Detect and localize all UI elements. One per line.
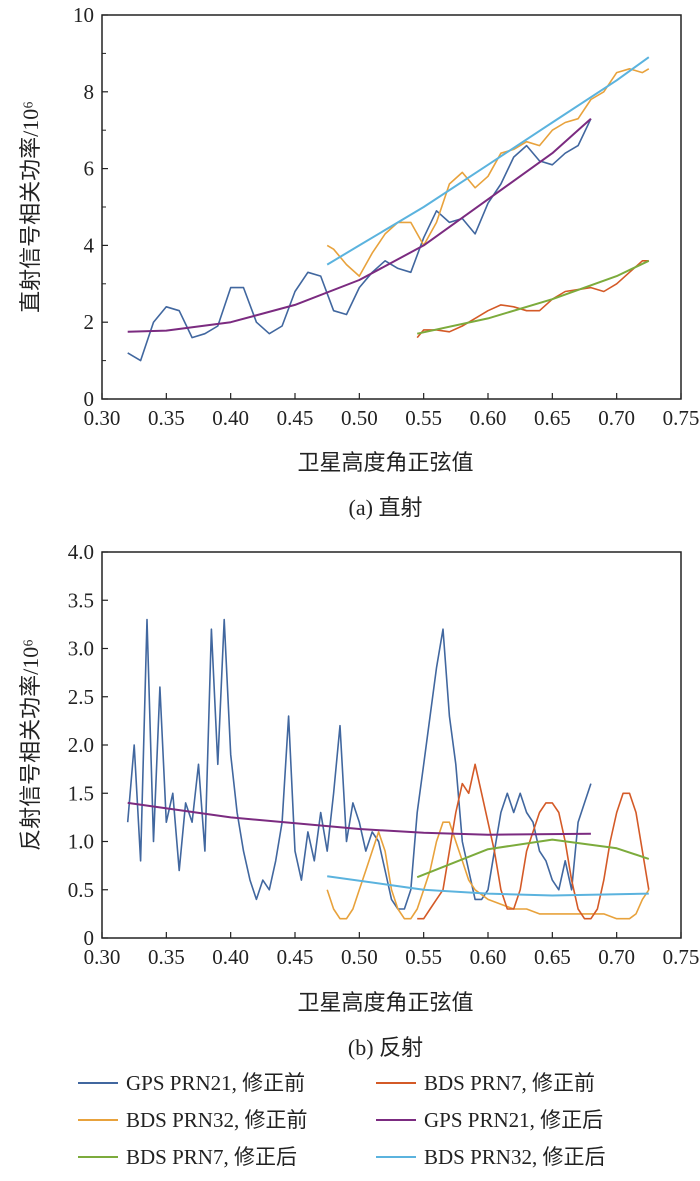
x-tick-label: 0.45 <box>277 945 314 969</box>
y-tick-label: 0.5 <box>68 878 94 902</box>
x-tick-label: 0.35 <box>148 945 185 969</box>
legend-label: BDS PRN7, 修正后 <box>126 1145 297 1169</box>
y-tick-label: 0 <box>84 926 95 950</box>
y-tick-label: 1.0 <box>68 830 94 854</box>
y-axis-label: 直射信号相关功率/10⁶ <box>18 101 43 313</box>
x-tick-label: 0.75 <box>663 945 700 969</box>
y-tick-label: 6 <box>84 157 95 181</box>
panel-caption: (b) 反射 <box>348 1035 423 1060</box>
series-line-bds7-raw <box>416 259 649 339</box>
y-tick-label: 2.5 <box>68 685 94 709</box>
legend-label: BDS PRN7, 修正前 <box>424 1071 595 1095</box>
x-tick-label: 0.60 <box>470 406 507 430</box>
y-tick-label: 2 <box>84 310 95 334</box>
y-tick-label: 8 <box>84 80 95 104</box>
x-tick-label: 0.40 <box>212 406 249 430</box>
x-tick-label: 0.40 <box>212 945 249 969</box>
x-tick-label: 0.45 <box>277 406 314 430</box>
x-tick-label: 0.50 <box>341 945 378 969</box>
x-tick-label: 0.30 <box>84 945 121 969</box>
series-line-gps21-fit <box>127 801 591 836</box>
legend-label: BDS PRN32, 修正前 <box>126 1108 307 1132</box>
x-tick-label: 0.65 <box>534 406 571 430</box>
x-tick-label: 0.65 <box>534 945 571 969</box>
y-tick-label: 3.0 <box>68 637 94 661</box>
plot-frame <box>101 551 682 939</box>
y-tick-label: 1.5 <box>68 781 94 805</box>
y-tick-label: 2.0 <box>68 733 94 757</box>
y-tick-label: 0 <box>84 387 95 411</box>
series-line-bds32-fit <box>326 56 650 266</box>
series-line-bds7-fit <box>416 838 650 879</box>
x-tick-label: 0.55 <box>405 945 442 969</box>
x-tick-label: 0.75 <box>663 406 700 430</box>
x-tick-label: 0.70 <box>598 406 635 430</box>
series-line-bds7-raw <box>417 763 650 920</box>
y-tick-label: 4 <box>84 233 95 257</box>
x-axis-label: 卫星高度角正弦值 <box>297 990 473 1015</box>
y-tick-label: 10 <box>73 3 94 27</box>
y-tick-label: 3.5 <box>68 588 94 612</box>
legend-label: GPS PRN21, 修正前 <box>126 1071 305 1095</box>
series-line-bds32-raw <box>326 821 650 920</box>
x-tick-label: 0.70 <box>598 945 635 969</box>
x-tick-label: 0.35 <box>148 406 185 430</box>
series-line-gps21-raw <box>126 618 592 910</box>
x-tick-label: 0.55 <box>405 406 442 430</box>
legend-label: GPS PRN21, 修正后 <box>424 1108 603 1132</box>
panel-caption: (a) 直射 <box>349 495 423 520</box>
legend-label: BDS PRN32, 修正后 <box>424 1145 605 1169</box>
series-line-bds32-fit <box>327 875 649 897</box>
x-axis-label: 卫星高度角正弦值 <box>297 450 473 475</box>
series-line-bds7-fit <box>416 259 650 335</box>
x-tick-label: 0.30 <box>84 406 121 430</box>
series-line-bds32-raw <box>326 68 650 277</box>
series-line-gps21-raw <box>127 118 592 362</box>
plot-frame <box>101 14 682 400</box>
x-tick-label: 0.60 <box>470 945 507 969</box>
y-tick-label: 4.0 <box>68 540 94 564</box>
series-line-gps21-fit <box>127 117 592 333</box>
x-tick-label: 0.50 <box>341 406 378 430</box>
y-axis-label: 反射信号相关功率/10⁶ <box>18 639 43 851</box>
